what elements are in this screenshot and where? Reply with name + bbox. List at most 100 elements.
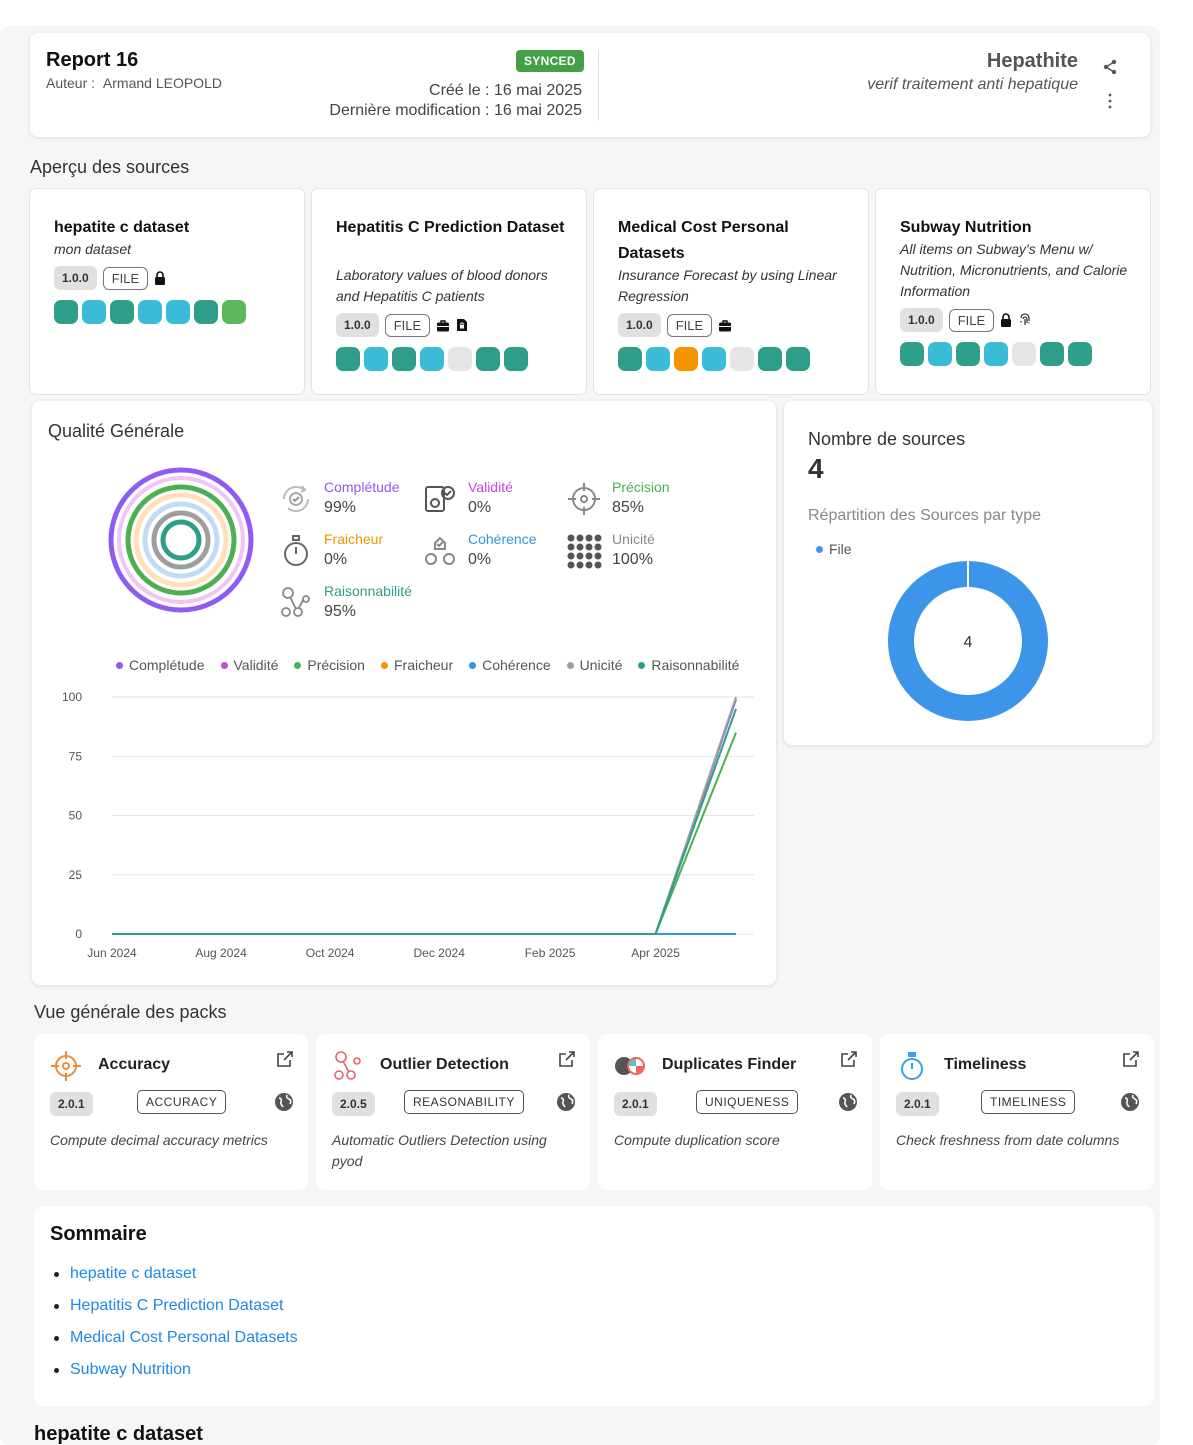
metric-raisonnabilite[interactable]: Raisonnabilité 95% [278,581,418,625]
quality-square[interactable] [476,347,500,371]
quality-ring [117,476,245,604]
quality-square[interactable] [420,347,444,371]
fingerprint-icon [1018,313,1032,327]
quality-square[interactable] [336,347,360,371]
quality-square[interactable] [984,342,1008,366]
metric-validite[interactable]: Validité 0% [422,477,562,521]
quality-square[interactable] [54,300,78,324]
quality-square[interactable] [956,342,980,366]
quality-square[interactable] [702,347,726,371]
legend-item[interactable]: Unicité [566,657,622,673]
quality-square[interactable] [928,342,952,366]
pack-card[interactable]: Timeliness 2.0.1 TIMELINESS Check freshness… [880,1034,1154,1190]
summary-link[interactable]: Medical Cost Personal Datasets [54,1326,298,1358]
quality-square[interactable] [82,300,106,324]
quality-square[interactable] [900,342,924,366]
legend-label: Raisonnabilité [651,657,740,673]
source-name[interactable]: hepatite c dataset [54,219,190,236]
share-nodes-icon [278,585,314,621]
open-external-button[interactable] [840,1050,858,1068]
sources-section-title: Aperçu des sources [30,157,190,177]
stopwatch-icon [278,533,314,569]
quality-square[interactable] [194,300,218,324]
pack-description: Automatic Outliers Detection using pyod [332,1132,547,1169]
source-name[interactable]: Subway Nutrition [900,219,1032,236]
metric-label: Unicité [612,531,655,547]
open-external-button[interactable] [276,1050,294,1068]
public-pack-indicator[interactable] [274,1092,294,1112]
pack-dimension-tag: ACCURACY [137,1090,227,1114]
quality-square[interactable] [618,347,642,371]
source-card[interactable]: hepatite c dataset mon dataset 1.0.0 FILE [30,189,304,394]
metric-coherence[interactable]: Cohérence 0% [422,529,562,573]
y-tick-label: 0 [75,927,82,941]
legend-label: Précision [307,657,365,673]
metric-value: 85% [612,499,645,516]
quality-square[interactable] [786,347,810,371]
metric-fraicheur[interactable]: Fraicheur 0% [278,529,418,573]
crosshair-icon [566,481,602,517]
quality-square[interactable] [1012,342,1036,366]
more-menu-button[interactable] [1106,93,1114,109]
quality-square[interactable] [1068,342,1092,366]
legend-dot [469,661,477,669]
summary-link[interactable]: Hepatitis C Prediction Dataset [54,1294,298,1326]
pack-name[interactable]: Outlier Detection [380,1056,509,1073]
quality-square[interactable] [448,347,472,371]
share-button[interactable] [1102,59,1118,80]
pack-card[interactable]: Duplicates Finder 2.0.1 UNIQUENESS Compute … [598,1034,872,1190]
summary-link[interactable]: Subway Nutrition [54,1358,298,1390]
pack-name[interactable]: Timeliness [944,1056,1027,1073]
public-pack-indicator[interactable] [838,1092,858,1112]
quality-square[interactable] [646,347,670,371]
quality-ring [133,492,229,588]
summary-link[interactable]: hepatite c dataset [54,1262,298,1294]
quality-square[interactable] [504,347,528,371]
x-tick-label: Jun 2024 [87,946,137,960]
quality-square[interactable] [392,347,416,371]
pack-description: Compute duplication score [614,1132,780,1148]
quality-square[interactable] [674,347,698,371]
external-link-icon [1123,1051,1139,1067]
source-section-heading: hepatite c dataset [34,1423,203,1445]
summary-card: Sommaire hepatite c dataset Hepatitis C P… [34,1206,1154,1406]
quality-square[interactable] [758,347,782,371]
source-name[interactable]: Medical Cost Personal Datasets [618,219,789,262]
quality-square[interactable] [730,347,754,371]
pack-card[interactable]: Outlier Detection 2.0.5 REASONABILITY Autom… [316,1034,590,1190]
metric-value: 0% [324,551,348,568]
quality-square[interactable] [364,347,388,371]
legend-item[interactable]: Validité [220,657,278,673]
pack-name[interactable]: Accuracy [98,1056,171,1073]
public-pack-indicator[interactable] [556,1092,576,1112]
quality-square[interactable] [1040,342,1064,366]
metric-completude[interactable]: Complétude 99% [278,477,418,521]
legend-item[interactable]: Cohérence [469,657,551,673]
quality-square[interactable] [138,300,162,324]
scrollbar-track[interactable] [1160,26,1174,1445]
quality-square[interactable] [110,300,134,324]
y-tick-label: 100 [62,690,82,704]
legend-item[interactable]: Complétude [116,657,205,673]
source-card[interactable]: Medical Cost Personal Datasets Insurance … [594,189,868,394]
duplicates-icon [614,1050,646,1082]
header-divider [598,49,599,121]
pack-card[interactable]: Accuracy 2.0.1 ACCURACY Compute decimal acc… [34,1034,308,1190]
quality-ring [108,467,254,613]
legend-item[interactable]: Raisonnabilité [638,657,739,673]
legend-item[interactable]: Fraicheur [380,657,453,673]
source-card[interactable]: Subway Nutrition All items on Subway's Me… [876,189,1150,394]
source-card[interactable]: Hepatitis C Prediction Dataset Laboratory… [312,189,586,394]
quality-line-chart: 0 25 50 75 100 Jun 2024 Aug 2024 Oct 2024 Dec 20… [62,690,754,960]
open-external-button[interactable] [1122,1050,1140,1068]
metric-precision[interactable]: Précision 85% [566,477,706,521]
source-name[interactable]: Hepatitis C Prediction Dataset [336,219,565,236]
public-pack-indicator[interactable] [1120,1092,1140,1112]
open-external-button[interactable] [558,1050,576,1068]
pack-name[interactable]: Duplicates Finder [662,1056,797,1073]
metric-unicite[interactable]: Unicité 100% [566,529,706,573]
quality-square[interactable] [166,300,190,324]
donut-legend-item[interactable]: File [816,541,852,557]
legend-item[interactable]: Précision [294,657,365,673]
quality-square[interactable] [222,300,246,324]
